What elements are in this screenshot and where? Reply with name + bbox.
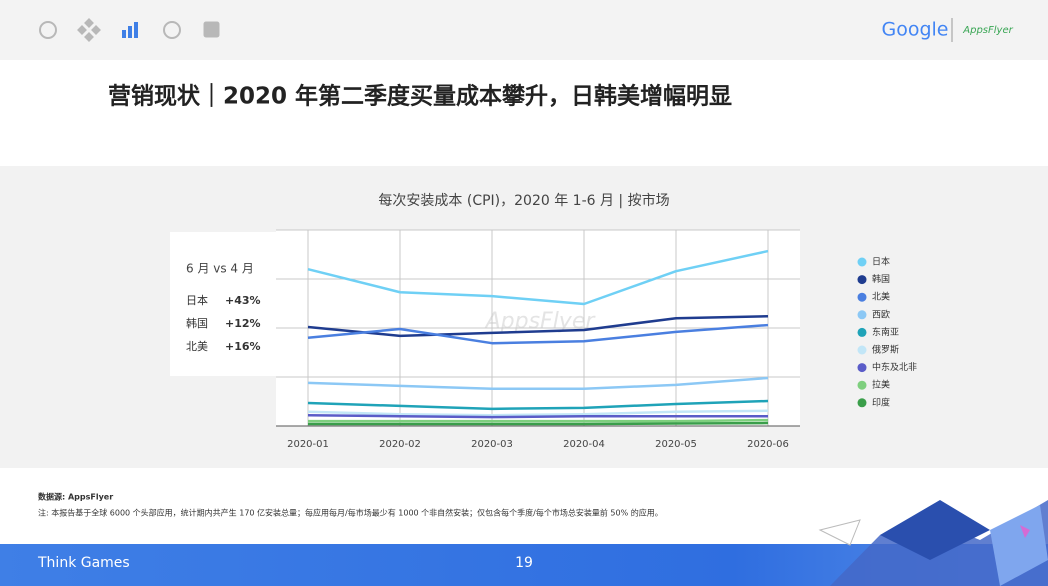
logo-google: Google (881, 19, 948, 41)
series-line (307, 323, 769, 345)
chart-title: 每次安装成本 (CPI)，2020 年 1-6 月 | 按市场 (378, 192, 669, 209)
legend-label: 韩国 (872, 273, 890, 285)
side-row-value: +12% (225, 317, 261, 330)
side-row-value: +43% (225, 294, 261, 307)
legend-swatch (857, 380, 867, 390)
icon-globe[interactable] (39, 21, 57, 39)
x-tick-label: 2020-05 (655, 439, 697, 450)
side-row-label: 韩国 (186, 316, 208, 330)
source-note: 数据源: AppsFlyer (38, 492, 113, 502)
footnote: 注: 本报告基于全球 6000 个头部应用，统计期内共产生 170 亿安装总量；… (38, 508, 663, 518)
x-tick-label: 2020-04 (563, 439, 605, 450)
side-row-value: +16% (225, 340, 261, 353)
legend-swatch (857, 292, 867, 302)
legend-swatch (857, 363, 867, 373)
legend-label: 东南亚 (872, 326, 899, 338)
series-line (307, 409, 769, 417)
x-tick-label: 2020-03 (471, 439, 513, 450)
series-line (307, 249, 769, 306)
legend-swatch (857, 275, 867, 285)
series-line (307, 413, 768, 419)
legend-swatch (857, 310, 867, 320)
icon-move[interactable] (77, 18, 101, 42)
icon-chart[interactable] (122, 22, 138, 38)
legend-label: 日本 (872, 256, 890, 268)
legend-swatch (857, 257, 867, 267)
legend-swatch (857, 345, 867, 355)
side-box (170, 232, 276, 376)
page-number: 19 (515, 555, 533, 571)
series-line (307, 399, 769, 411)
x-tick-label: 2020-01 (287, 439, 329, 450)
legend-swatch (857, 398, 867, 408)
legend-label: 西欧 (872, 308, 890, 320)
legend-label: 拉美 (872, 379, 890, 391)
decoration (818, 500, 1048, 586)
legend-label: 印度 (872, 396, 890, 408)
logo-appsflyer: AppsFlyer (962, 25, 1013, 36)
side-box-title: 6 月 vs 4 月 (186, 262, 254, 276)
icon-compass[interactable] (163, 21, 181, 39)
nav-icons (39, 18, 220, 42)
side-row-label: 北美 (186, 340, 208, 353)
series-line (307, 376, 769, 391)
side-row-label: 日本 (186, 293, 208, 307)
series-line (308, 421, 769, 426)
series-line (307, 314, 769, 338)
series-line (308, 418, 769, 423)
slide-title: 营销现状｜2020 年第二季度买量成本攀升，日韩美增幅明显 (108, 83, 732, 110)
legend-label: 俄罗斯 (872, 344, 899, 356)
top-bar (0, 0, 1048, 60)
x-tick-label: 2020-06 (747, 439, 789, 450)
x-tick-label: 2020-02 (379, 439, 421, 450)
legend-swatch (857, 327, 867, 337)
icon-check[interactable] (203, 21, 220, 38)
legend-label: 北美 (872, 291, 890, 303)
legend-label: 中东及北非 (872, 361, 917, 373)
footer-brand: Think Games (37, 555, 130, 571)
